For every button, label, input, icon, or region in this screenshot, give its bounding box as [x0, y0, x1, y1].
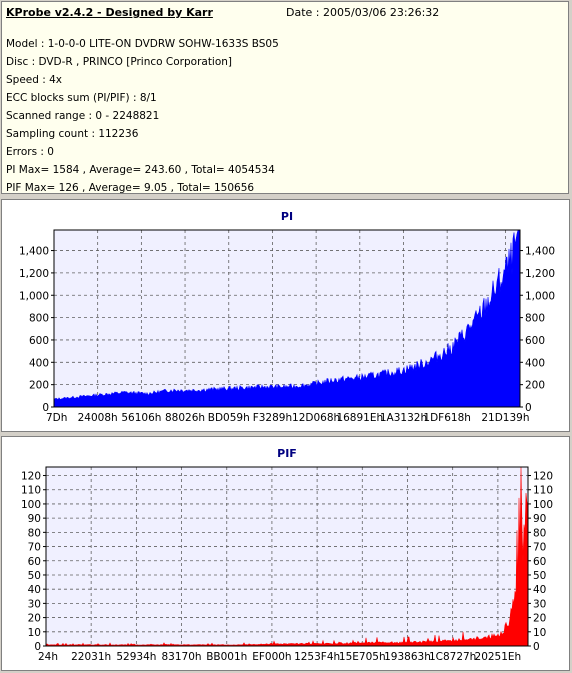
y-tick-label-right: 0: [533, 641, 540, 653]
y-tick-label-right: 80: [533, 527, 546, 539]
y-tick-label-left: 20: [28, 613, 41, 625]
y-tick-label-left: 400: [29, 357, 49, 369]
y-tick-label-left: 0: [42, 402, 49, 414]
y-tick-label-left: 100: [21, 499, 41, 511]
y-tick-label-left: 80: [28, 527, 41, 539]
x-tick-label: 21D139h: [481, 412, 529, 424]
x-tick-label: 24h: [38, 651, 58, 663]
y-tick-label-left: 200: [29, 380, 49, 392]
chart-title: PI: [281, 210, 293, 223]
y-tick-label-left: 50: [28, 570, 41, 582]
x-tick-label: 12D068h: [292, 412, 340, 424]
y-tick-label-left: 600: [29, 335, 49, 347]
x-tick-label: 7Dh: [46, 412, 67, 424]
x-tick-label: 1C8727h: [429, 651, 476, 663]
pif-chart-panel: PIF 0 0 10 10 20 20 30 30 40 40 50 50 60 60 70 70 80 80 90 9…: [1, 436, 570, 671]
y-tick-label-right: 200: [525, 380, 545, 392]
chart-title: PIF: [277, 447, 297, 460]
x-tick-label: 1253F4h: [294, 651, 340, 663]
x-tick-label: F3289h: [253, 412, 292, 424]
y-tick-label-left: 110: [21, 485, 41, 497]
y-tick-label-right: 400: [525, 357, 545, 369]
info-pif-summary: PIF Max= 126 , Average= 9.05 , Total= 15…: [6, 182, 255, 194]
y-tick-label-right: 20: [533, 613, 546, 625]
series-area: [53, 229, 521, 408]
y-tick-label-left: 0: [34, 641, 41, 653]
y-tick-label-left: 60: [28, 556, 41, 568]
y-tick-label-right: 800: [525, 313, 545, 325]
y-tick-label-right: 600: [525, 335, 545, 347]
y-tick-label-right: 10: [533, 627, 546, 639]
x-tick-label: 83170h: [162, 651, 202, 663]
x-tick-label: 193863h: [384, 651, 431, 663]
y-tick-label-left: 90: [28, 513, 41, 525]
info-pi-summary: PI Max= 1584 , Average= 243.60 , Total= …: [6, 164, 275, 176]
series-area: [45, 466, 529, 647]
x-tick-label: 24008h: [78, 412, 118, 424]
pi-chart-panel: PI 0 0 200 200 400 400 600 600 800 800 1,000 1,000 1,…: [1, 199, 570, 432]
y-tick-label-left: 70: [28, 542, 41, 554]
info-disc: Disc : DVD-R , PRINCO [Princo Corporatio…: [6, 56, 233, 68]
y-tick-label-right: 120: [533, 471, 553, 483]
x-tick-label: BB001h: [206, 651, 247, 663]
y-tick-label-left: 10: [28, 627, 41, 639]
y-tick-label-right: 1,200: [525, 268, 555, 280]
plot-frame: [53, 229, 521, 408]
app-title: KProbe v2.4.2 - Designed by Karr: [6, 6, 213, 19]
x-tick-label: 16891Eh: [336, 412, 383, 424]
info-model: Model : 1-0-0-0 LITE-ON DVDRW SOHW-1633S…: [6, 38, 279, 50]
y-tick-label-left: 800: [29, 313, 49, 325]
x-tick-label: 52934h: [116, 651, 156, 663]
info-speed: Speed : 4x: [6, 74, 63, 86]
y-tick-label-right: 50: [533, 570, 546, 582]
y-tick-label-right: 70: [533, 542, 546, 554]
x-tick-label: 1A3132h: [380, 412, 427, 424]
x-tick-label: 22031h: [71, 651, 111, 663]
y-tick-label-right: 0: [525, 402, 532, 414]
info-ecc-blocks: ECC blocks sum (PI/PIF) : 8/1: [6, 92, 157, 104]
y-tick-label-right: 40: [533, 584, 546, 596]
y-tick-label-right: 100: [533, 499, 553, 511]
y-tick-label-left: 40: [28, 584, 41, 596]
y-tick-label-right: 90: [533, 513, 546, 525]
info-sampling-count: Sampling count : 112236: [6, 128, 139, 140]
y-tick-label-right: 60: [533, 556, 546, 568]
y-tick-label-right: 1,000: [525, 290, 555, 302]
scan-date: Date : 2005/03/06 23:26:32: [286, 6, 440, 19]
x-tick-label: 88026h: [165, 412, 205, 424]
y-tick-label-left: 120: [21, 471, 41, 483]
info-panel: KProbe v2.4.2 - Designed by Karr Date : …: [1, 1, 569, 194]
info-scanned-range: Scanned range : 0 - 2248821: [6, 110, 160, 122]
x-tick-label: EF000h: [252, 651, 291, 663]
x-tick-label: 1DF618h: [423, 412, 471, 424]
plot-frame: [45, 466, 529, 647]
pif-chart: PIF 0 0 10 10 20 20 30 30 40 40 50 50 60 60 70 70 80 80 90 9…: [21, 447, 553, 663]
plot-area: [45, 466, 529, 647]
y-tick-label-right: 1,400: [525, 246, 555, 258]
pi-chart: PI 0 0 200 200 400 400 600 600 800 800 1,000 1,000 1,…: [19, 210, 555, 424]
y-tick-label-right: 30: [533, 598, 546, 610]
x-tick-label: 56106h: [121, 412, 161, 424]
x-tick-label: 20251Eh: [475, 651, 522, 663]
y-tick-label-left: 1,400: [19, 246, 49, 258]
y-tick-label-left: 30: [28, 598, 41, 610]
y-tick-label-right: 110: [533, 485, 553, 497]
x-tick-label: 15E705h: [339, 651, 386, 663]
info-errors: Errors : 0: [6, 146, 54, 158]
y-tick-label-left: 1,000: [19, 290, 49, 302]
y-tick-label-left: 1,200: [19, 268, 49, 280]
x-tick-label: BD059h: [208, 412, 250, 424]
